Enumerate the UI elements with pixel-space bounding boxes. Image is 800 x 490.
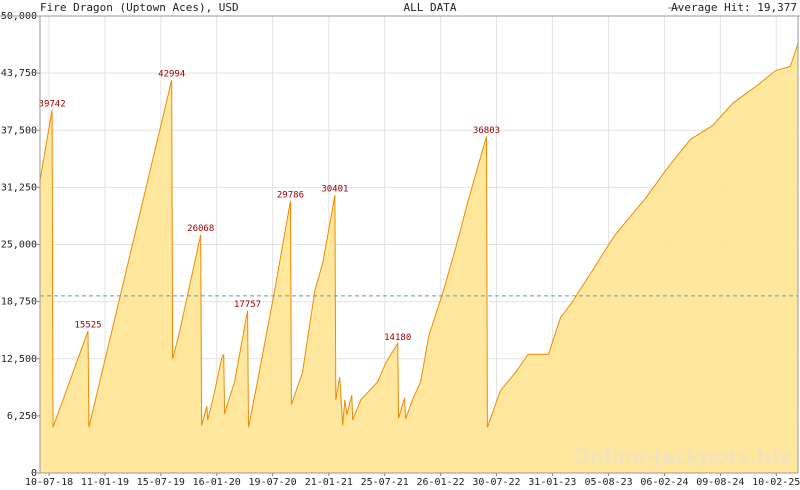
data-label: 14180 xyxy=(384,333,411,343)
x-tick-label: 15-07-19 xyxy=(137,477,185,488)
data-label: 36803 xyxy=(473,126,500,136)
y-tick-label: 6,250 xyxy=(7,411,37,422)
y-tick-label: 12,500 xyxy=(1,354,37,365)
x-tick-label: 10-07-18 xyxy=(25,477,73,488)
chart-subtitle: ALL DATA xyxy=(404,1,457,14)
x-tick-label: 09-08-24 xyxy=(696,477,744,488)
data-label: 30401 xyxy=(321,185,348,195)
area xyxy=(40,43,798,474)
data-label: 26068 xyxy=(187,224,214,234)
y-tick-label: 31,250 xyxy=(1,182,37,193)
plot: 39742 15525 42994 26068 17757 29786 30401 14180… xyxy=(39,43,799,474)
legend-label: Average Hit: 19,377 xyxy=(671,1,797,14)
x-tick-label: 10-02-25 xyxy=(752,477,800,488)
y-tick-label: 25,000 xyxy=(1,240,37,251)
x-tick-label: 16-01-20 xyxy=(193,477,241,488)
y-tick-label: 37,500 xyxy=(1,125,37,136)
plot-frame xyxy=(39,15,799,474)
x-tick-label: 30-07-22 xyxy=(472,477,520,488)
y-tick-label: 18,750 xyxy=(1,297,37,308)
data-label: 17757 xyxy=(234,300,261,310)
chart-title: Fire Dragon (Uptown Aces), USD xyxy=(40,1,239,14)
data-label: 42994 xyxy=(158,70,185,80)
x-tick-label: 06-02-24 xyxy=(640,477,688,488)
data-label: 39742 xyxy=(39,99,66,109)
watermark: Online-Jackpots.biz xyxy=(573,445,790,469)
x-tick-label: 05-08-23 xyxy=(584,477,632,488)
data-label: 29786 xyxy=(277,190,304,200)
x-tick-label: 21-01-21 xyxy=(305,477,353,488)
y-tick-label: 0 xyxy=(31,468,37,479)
x-tick-label: 25-07-21 xyxy=(361,477,409,488)
y-tick-label: 43,750 xyxy=(1,68,37,79)
x-tick-label: 26-01-22 xyxy=(417,477,465,488)
data-label: 15525 xyxy=(74,321,101,331)
x-tick-label: 11-01-19 xyxy=(81,477,129,488)
x-tick-label: 31-01-23 xyxy=(528,477,576,488)
x-tick-label: 19-07-20 xyxy=(249,477,297,488)
line xyxy=(39,43,799,428)
